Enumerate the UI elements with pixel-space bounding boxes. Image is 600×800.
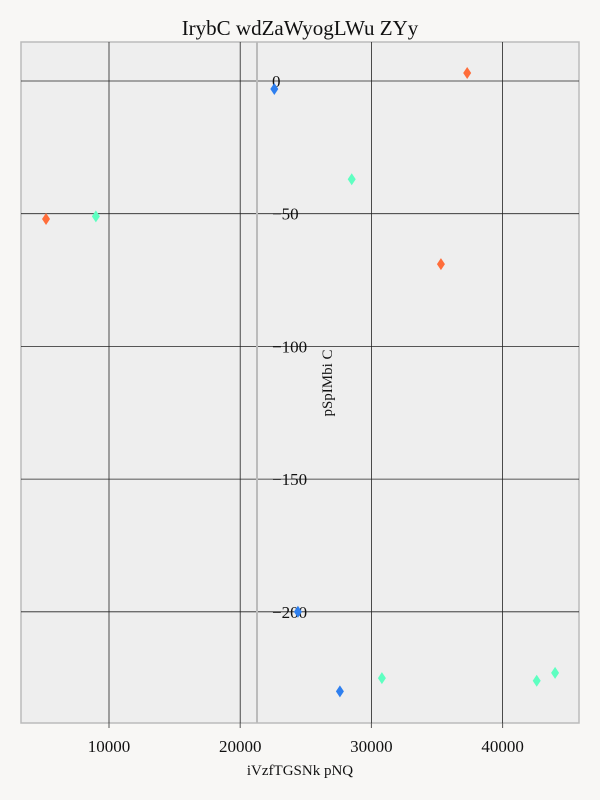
- data-point: [463, 67, 472, 80]
- data-point: [436, 258, 445, 271]
- data-point: [270, 82, 279, 95]
- x-tick-label: 10000: [88, 737, 131, 756]
- x-tick-label: 20000: [219, 737, 262, 756]
- y-tick-label: −200: [272, 603, 307, 622]
- x-axis: 10000 20000 30000 40000: [88, 723, 524, 756]
- chart-title: IrybC wdZaWyogLWu ZYy: [182, 16, 419, 40]
- x-axis-label: iVzfTGSNk pNQ: [247, 763, 353, 779]
- y-tick-label: 0: [272, 72, 281, 91]
- data-point: [551, 666, 560, 679]
- data-point: [532, 674, 541, 687]
- data-point: [377, 672, 386, 685]
- y-axis-label: pSpIMbi C: [320, 349, 336, 416]
- y-tick-label: −100: [272, 337, 307, 356]
- data-point: [293, 605, 302, 618]
- y-tick-label: −150: [272, 470, 307, 489]
- data-point: [42, 213, 51, 226]
- data-point: [347, 173, 356, 186]
- data-point: [91, 210, 100, 223]
- data-point: [335, 685, 344, 698]
- x-tick-label: 30000: [350, 737, 393, 756]
- y-tick-label: −50: [272, 205, 299, 224]
- data-points: [42, 67, 560, 698]
- x-tick-label: 40000: [481, 737, 524, 756]
